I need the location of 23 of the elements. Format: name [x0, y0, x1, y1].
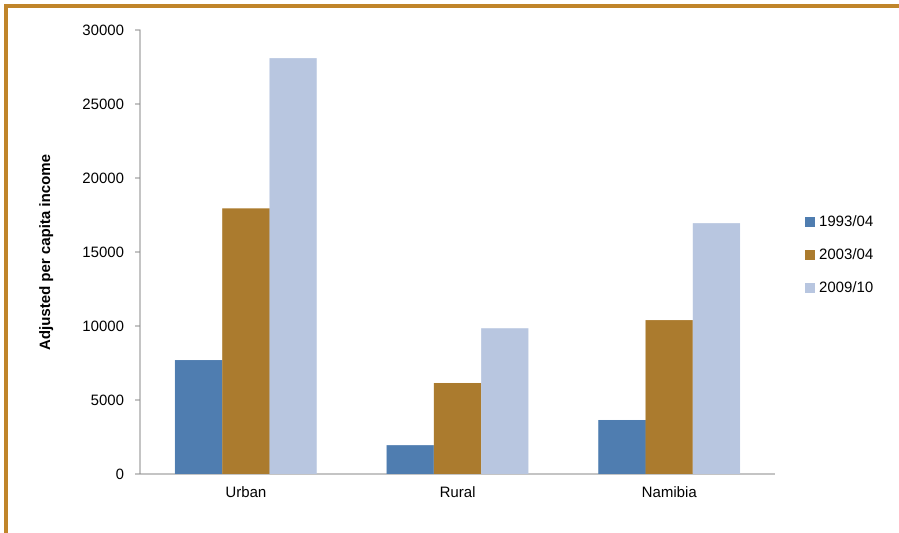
y-tick-label: 0: [116, 466, 124, 483]
legend-label: 2009/10: [819, 279, 874, 296]
bar: [481, 328, 528, 474]
y-tick-label: 30000: [82, 22, 124, 39]
bar: [222, 208, 270, 474]
x-tick-label: Urban: [225, 484, 266, 501]
legend-label: 2003/04: [819, 246, 874, 263]
y-tick-label: 25000: [82, 96, 124, 113]
bar: [269, 58, 317, 474]
bar: [386, 445, 434, 474]
bar: [598, 420, 646, 474]
y-tick-label: 10000: [82, 318, 124, 335]
bar: [692, 223, 740, 474]
y-axis-title: Adjusted per capita income: [37, 154, 54, 350]
bar: [174, 360, 222, 474]
y-tick-label: 5000: [90, 392, 124, 409]
bar: [646, 320, 693, 474]
x-tick-label: Namibia: [642, 484, 698, 501]
y-tick-label: 20000: [82, 170, 124, 187]
x-tick-label: Rural: [440, 484, 476, 501]
y-tick-label: 15000: [82, 244, 124, 261]
legend-label: 1993/04: [819, 213, 874, 230]
bar: [434, 382, 482, 474]
